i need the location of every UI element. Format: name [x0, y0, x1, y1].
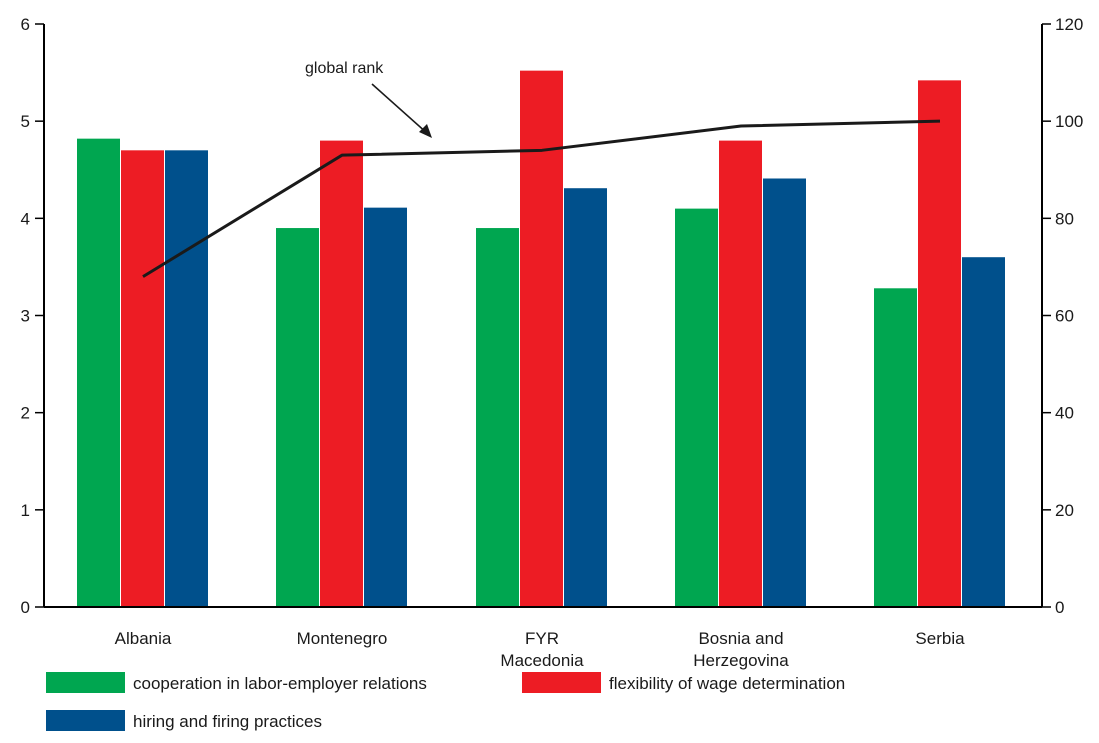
left-tick-label-2: 2 — [21, 404, 30, 423]
category-label-1: Albania — [115, 629, 172, 648]
left-tick-label-5: 5 — [21, 112, 30, 131]
right-tick-label-2: 40 — [1055, 404, 1074, 423]
annotation-arrow-shaft — [371, 83, 429, 135]
bar-3-2 — [364, 207, 407, 607]
bar-2-3 — [520, 70, 563, 607]
left-tick-label-0: 0 — [21, 598, 30, 617]
legend-swatch-1 — [46, 672, 125, 693]
right-tick-label-4: 80 — [1055, 209, 1074, 228]
right-tick-label-0: 0 — [1055, 598, 1064, 617]
right-tick-label-6: 120 — [1055, 15, 1083, 34]
right-tick-label-5: 100 — [1055, 112, 1083, 131]
category-label-3: FYR Macedonia — [500, 629, 584, 670]
bar-3-4 — [763, 178, 806, 607]
bar-3-3 — [564, 188, 607, 607]
bar-1-3 — [476, 228, 519, 608]
left-tick-label-3: 3 — [21, 307, 30, 326]
left-tick-label-6: 6 — [21, 15, 30, 34]
bar-2-5 — [918, 80, 961, 607]
bar-1-4 — [675, 208, 718, 607]
legend-label-1: cooperation in labor-employer relations — [133, 674, 427, 693]
bar-2-4 — [719, 140, 762, 607]
legend-swatch-3 — [46, 710, 125, 731]
category-label-2: Montenegro — [297, 629, 388, 648]
bar-1-1 — [77, 138, 120, 607]
legend-swatch-2 — [522, 672, 601, 693]
global-rank-annotation: global rank — [305, 60, 384, 77]
bar-3-1 — [165, 150, 208, 608]
legend-label-3: hiring and firing practices — [133, 712, 322, 731]
right-tick-label-3: 60 — [1055, 307, 1074, 326]
bar-2-2 — [320, 140, 363, 607]
left-tick-label-1: 1 — [21, 501, 30, 520]
left-tick-label-4: 4 — [21, 209, 30, 228]
global-rank-line — [142, 119, 941, 278]
category-label-4: Bosnia and Herzegovina — [693, 629, 789, 670]
bar-1-2 — [276, 228, 319, 608]
legend-label-2: flexibility of wage determination — [609, 674, 845, 693]
bar-1-5 — [874, 288, 917, 607]
category-label-5: Serbia — [915, 629, 965, 648]
right-tick-label-1: 20 — [1055, 501, 1074, 520]
bar-3-5 — [962, 257, 1005, 607]
annotation-arrow-head — [419, 124, 432, 138]
bar-2-1 — [121, 150, 164, 608]
